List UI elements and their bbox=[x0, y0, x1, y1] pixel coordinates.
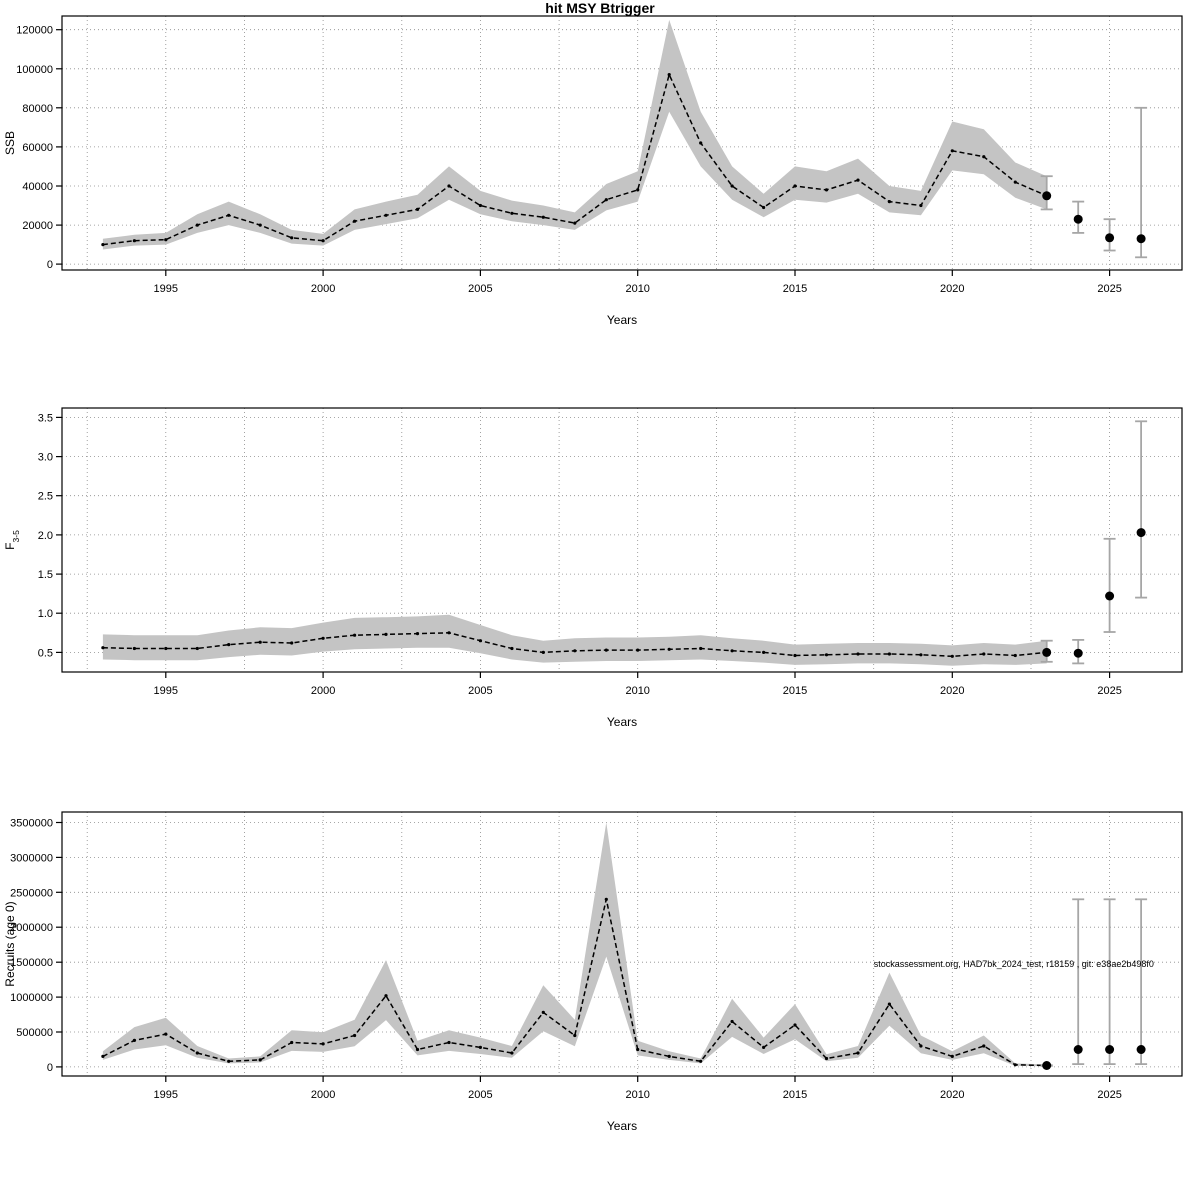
svg-text:1000000: 1000000 bbox=[10, 992, 53, 1004]
svg-text:2025: 2025 bbox=[1097, 283, 1121, 295]
svg-text:F3-5: F3-5 bbox=[3, 530, 21, 550]
svg-text:SSB: SSB bbox=[3, 131, 17, 155]
svg-text:2500000: 2500000 bbox=[10, 887, 53, 899]
svg-text:20000: 20000 bbox=[22, 220, 53, 232]
ssb-chart: 1995 2000 2005 2010 2015 2020 2025 0 20000 40000 6… bbox=[3, 15, 1183, 327]
svg-text:2.5: 2.5 bbox=[38, 491, 53, 503]
svg-text:2010: 2010 bbox=[625, 283, 649, 295]
svg-text:1.0: 1.0 bbox=[38, 608, 53, 620]
confidence-band bbox=[102, 614, 1047, 666]
svg-text:1995: 1995 bbox=[154, 283, 178, 295]
chart-title: hit MSY Btrigger bbox=[545, 0, 655, 16]
svg-text:2020: 2020 bbox=[940, 685, 964, 697]
svg-text:2015: 2015 bbox=[783, 1089, 807, 1101]
svg-text:Years: Years bbox=[607, 313, 637, 327]
recruits-chart: 1995 2000 2005 2010 2015 2020 2025 0 500000 10000… bbox=[3, 811, 1183, 1133]
svg-text:2015: 2015 bbox=[783, 283, 807, 295]
forecast-points bbox=[1042, 1045, 1146, 1070]
confidence-band bbox=[102, 19, 1047, 250]
forecast-intervals bbox=[1040, 420, 1148, 665]
svg-text:2010: 2010 bbox=[625, 685, 649, 697]
svg-text:1995: 1995 bbox=[154, 1089, 178, 1101]
svg-text:Years: Years bbox=[607, 715, 637, 729]
forecast-points bbox=[1042, 528, 1146, 658]
svg-text:500000: 500000 bbox=[16, 1027, 53, 1039]
svg-text:Recruits (age 0): Recruits (age 0) bbox=[3, 901, 17, 986]
forecast-intervals bbox=[1040, 106, 1148, 259]
svg-text:2005: 2005 bbox=[468, 1089, 492, 1101]
svg-text:2000000: 2000000 bbox=[10, 922, 53, 934]
svg-text:2020: 2020 bbox=[940, 1089, 964, 1101]
svg-text:2020: 2020 bbox=[940, 283, 964, 295]
svg-text:100000: 100000 bbox=[16, 64, 53, 76]
svg-text:3.5: 3.5 bbox=[38, 412, 53, 424]
svg-text:60000: 60000 bbox=[22, 142, 53, 154]
svg-text:3.0: 3.0 bbox=[38, 452, 53, 464]
svg-text:2010: 2010 bbox=[625, 1089, 649, 1101]
svg-text:2.0: 2.0 bbox=[38, 530, 53, 542]
svg-text:0: 0 bbox=[47, 259, 53, 271]
watermark-text: stockassessment.org, HAD7bk_2024_test, r… bbox=[874, 959, 1154, 969]
svg-text:0.5: 0.5 bbox=[38, 647, 53, 659]
svg-text:Years: Years bbox=[607, 1119, 637, 1133]
svg-text:80000: 80000 bbox=[22, 103, 53, 115]
svg-text:0: 0 bbox=[47, 1062, 53, 1074]
svg-text:3000000: 3000000 bbox=[10, 852, 53, 864]
svg-text:2000: 2000 bbox=[311, 283, 335, 295]
svg-text:40000: 40000 bbox=[22, 181, 53, 193]
svg-text:1.5: 1.5 bbox=[38, 569, 53, 581]
svg-text:2025: 2025 bbox=[1097, 685, 1121, 697]
svg-text:2000: 2000 bbox=[311, 685, 335, 697]
svg-text:2015: 2015 bbox=[783, 685, 807, 697]
svg-text:2005: 2005 bbox=[468, 283, 492, 295]
svg-text:2000: 2000 bbox=[311, 1089, 335, 1101]
svg-text:1995: 1995 bbox=[154, 685, 178, 697]
svg-text:2005: 2005 bbox=[468, 685, 492, 697]
forecast-intervals bbox=[1040, 898, 1148, 1067]
f-chart: 1995 2000 2005 2010 2015 2020 2025 0.5 1.0 1.5 2.0… bbox=[3, 407, 1183, 729]
forecast-points bbox=[1042, 191, 1146, 244]
svg-text:3500000: 3500000 bbox=[10, 818, 53, 830]
svg-text:2025: 2025 bbox=[1097, 1089, 1121, 1101]
svg-text:1500000: 1500000 bbox=[10, 957, 53, 969]
svg-text:120000: 120000 bbox=[16, 25, 53, 37]
